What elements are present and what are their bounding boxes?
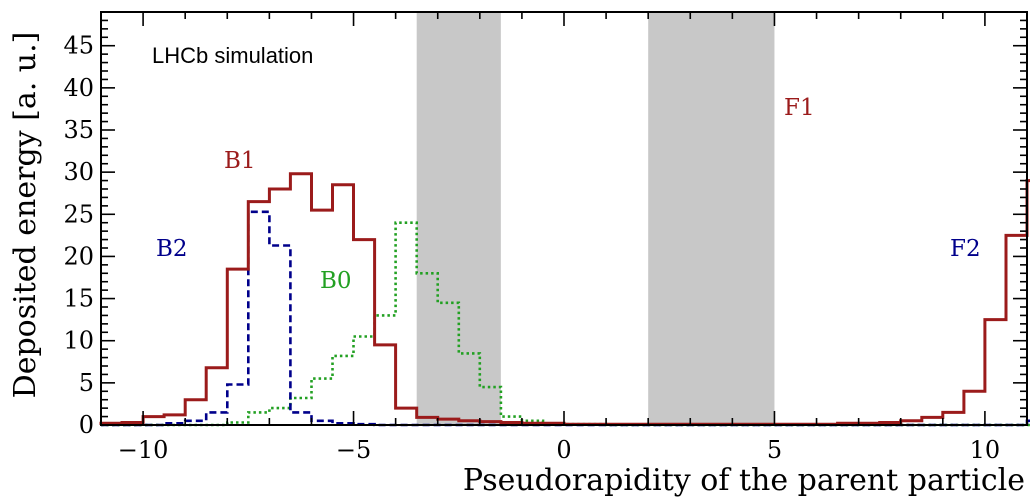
y-axis-label: Deposited energy [a. u.] [8, 32, 43, 399]
axis-ticks: −10 −5 0 5 10 0 5 10 15 20 25 30 35 40 45 [63, 11, 1028, 464]
x-tick-label: −10 [118, 436, 169, 464]
shaded-region-2 [648, 12, 775, 425]
x-tick-label: −5 [336, 436, 371, 464]
y-tick-label: 15 [63, 285, 94, 313]
y-tick-label: 10 [63, 327, 94, 355]
y-tick-label: 40 [63, 74, 94, 102]
y-tick-label: 0 [79, 411, 94, 439]
shaded-region-1 [416, 12, 501, 425]
plot-border [100, 11, 1028, 426]
series-b0 [101, 221, 1030, 427]
y-tick-label: 35 [63, 116, 94, 144]
series-label-b0: B0 [320, 268, 352, 294]
series-b2-f2 [101, 210, 1030, 427]
y-tick-label: 5 [79, 369, 94, 397]
series-label-f1: F1 [784, 95, 815, 121]
plot-frame [100, 11, 1028, 426]
series-label-b1: B1 [224, 148, 256, 174]
y-tick-label: 45 [63, 32, 94, 60]
series-b1-f1 [99, 172, 1030, 426]
x-axis-label: Pseudorapidity of the parent particle [463, 463, 1025, 497]
series-label-f2: F2 [950, 236, 981, 262]
series-layer [99, 172, 1030, 427]
x-tick-label: 10 [970, 436, 1001, 464]
x-tick-label: 5 [767, 436, 782, 464]
y-tick-label: 25 [63, 200, 94, 228]
x-tick-label: 0 [556, 436, 571, 464]
y-tick-label: 30 [63, 158, 94, 186]
chart-annotation: LHCb simulation [152, 43, 313, 68]
shaded-regions [416, 12, 775, 425]
y-tick-label: 20 [63, 242, 94, 270]
series-label-b2: B2 [156, 236, 188, 262]
